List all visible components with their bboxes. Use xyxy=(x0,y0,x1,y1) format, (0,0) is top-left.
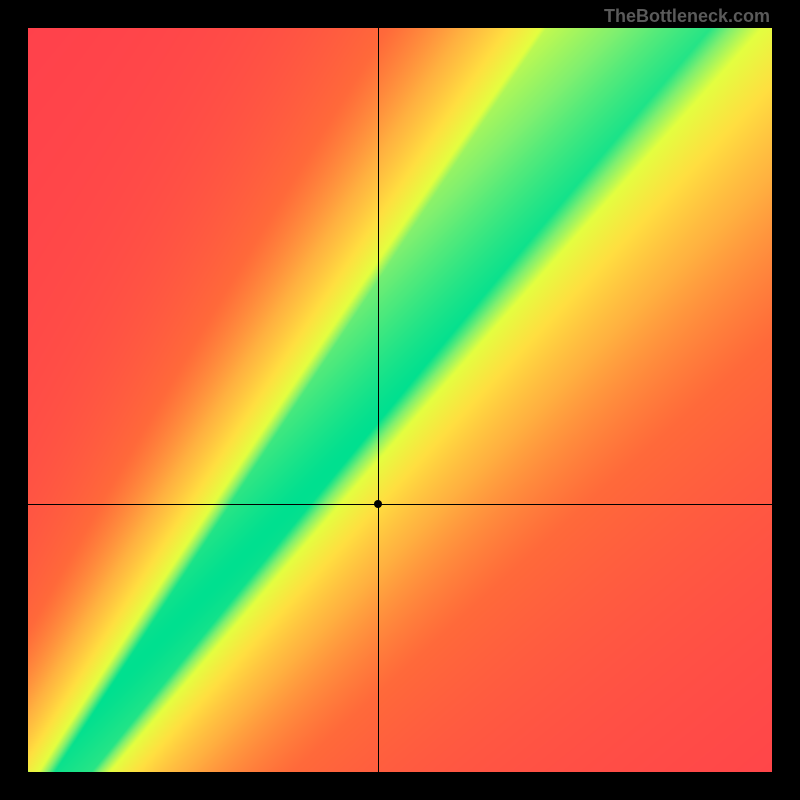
heatmap-canvas xyxy=(28,28,772,772)
crosshair-marker-dot xyxy=(374,500,382,508)
watermark-text: TheBottleneck.com xyxy=(604,6,770,27)
bottleneck-heatmap xyxy=(28,28,772,772)
crosshair-vertical xyxy=(378,28,379,772)
crosshair-horizontal xyxy=(28,504,772,505)
